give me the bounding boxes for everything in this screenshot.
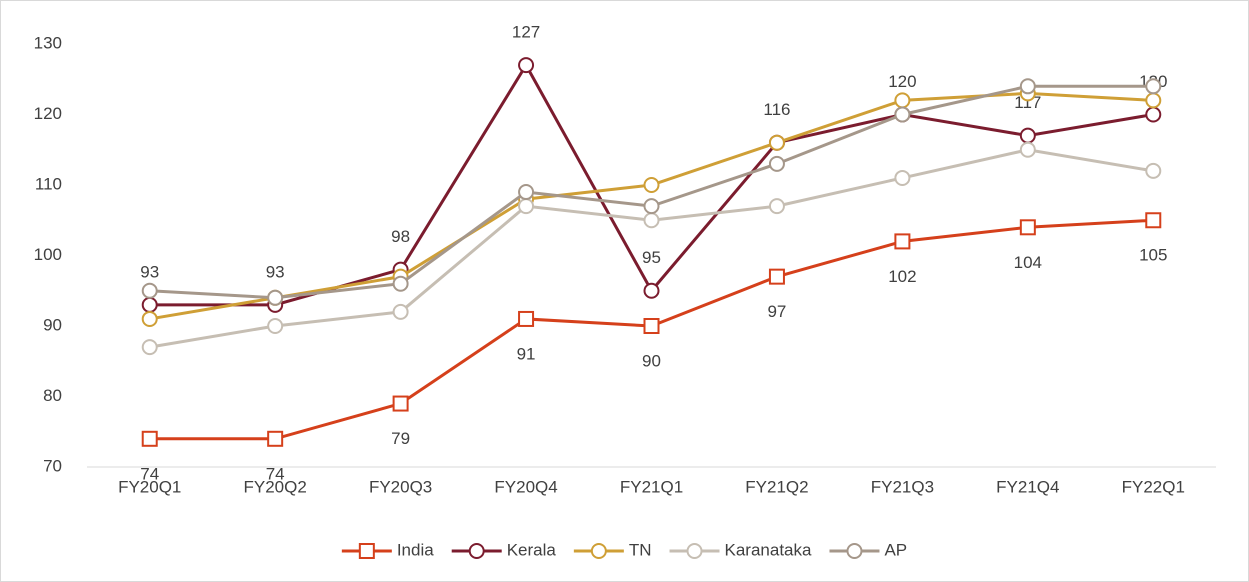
data-point — [1019, 141, 1036, 158]
data-label: 120 — [888, 72, 916, 91]
legend-label: AP — [884, 540, 907, 559]
data-point — [894, 233, 911, 250]
data-point — [141, 282, 158, 299]
data-point — [518, 198, 535, 215]
data-point — [894, 169, 911, 186]
legend-marker — [590, 543, 607, 559]
data-point — [768, 155, 785, 172]
data-point — [141, 430, 158, 447]
y-tick-label: 100 — [34, 245, 62, 264]
data-label: 116 — [763, 100, 790, 119]
data-point — [141, 339, 158, 356]
data-label: 98 — [391, 227, 410, 246]
data-point — [392, 275, 409, 292]
data-point — [894, 92, 911, 109]
data-point — [1145, 106, 1162, 123]
data-point — [1145, 78, 1162, 95]
data-point — [141, 296, 158, 313]
y-tick-label: 130 — [34, 33, 62, 52]
data-label: 127 — [512, 23, 540, 42]
legend-marker — [846, 543, 863, 559]
data-point — [392, 303, 409, 320]
x-tick-label: FY20Q4 — [494, 477, 557, 496]
data-label: 117 — [1014, 93, 1041, 112]
y-tick-label: 90 — [43, 315, 62, 334]
x-tick-label: FY21Q2 — [745, 477, 808, 496]
data-point — [518, 57, 535, 74]
x-tick-label: FY22Q1 — [1122, 477, 1185, 496]
data-point — [643, 212, 660, 229]
data-label: 95 — [642, 248, 661, 267]
data-point — [643, 198, 660, 215]
data-point — [768, 134, 785, 151]
data-point — [267, 318, 284, 334]
y-tick-label: 70 — [43, 456, 62, 475]
data-point — [768, 268, 785, 285]
legend-marker — [358, 543, 375, 559]
legend-label: TN — [629, 540, 652, 559]
x-tick-label: FY21Q3 — [871, 477, 934, 496]
data-point — [643, 282, 660, 299]
legend-label: India — [397, 540, 434, 559]
data-point — [518, 310, 535, 327]
data-label: 74 — [140, 464, 159, 483]
x-tick-label: FY21Q4 — [996, 477, 1059, 496]
data-label: 91 — [517, 344, 536, 363]
data-point — [141, 310, 158, 327]
data-point — [1019, 78, 1036, 95]
legend-marker — [468, 543, 485, 559]
data-point — [768, 198, 785, 215]
data-point — [1019, 219, 1036, 236]
data-point — [267, 430, 284, 447]
x-tick-label: FY20Q2 — [244, 477, 307, 496]
legend-marker — [686, 543, 703, 559]
data-point — [894, 106, 911, 123]
x-tick-label: FY20Q1 — [118, 477, 181, 496]
data-point — [643, 177, 660, 193]
y-tick-label: 80 — [43, 386, 62, 405]
x-tick-label: FY21Q1 — [620, 477, 683, 496]
data-label: 102 — [888, 267, 916, 286]
x-tick-label: FY20Q3 — [369, 477, 432, 496]
data-label: 104 — [1014, 253, 1042, 272]
data-point — [1145, 212, 1162, 229]
data-point — [267, 289, 284, 306]
data-label: 93 — [140, 262, 159, 281]
legend-label: Karanataka — [725, 540, 812, 559]
data-point — [1019, 127, 1036, 144]
data-label: 93 — [266, 262, 285, 281]
legend-label: Kerala — [507, 540, 557, 559]
data-point — [518, 184, 535, 201]
y-tick-label: 120 — [34, 104, 62, 123]
data-label: 74 — [266, 464, 285, 483]
data-point — [1145, 162, 1162, 179]
data-label: 105 — [1139, 246, 1167, 265]
data-point — [643, 318, 660, 334]
data-label: 79 — [391, 429, 410, 448]
data-label: 90 — [642, 351, 661, 370]
data-label: 97 — [767, 302, 786, 321]
data-point — [392, 395, 409, 412]
data-point — [1145, 92, 1162, 109]
y-tick-label: 110 — [35, 174, 62, 193]
